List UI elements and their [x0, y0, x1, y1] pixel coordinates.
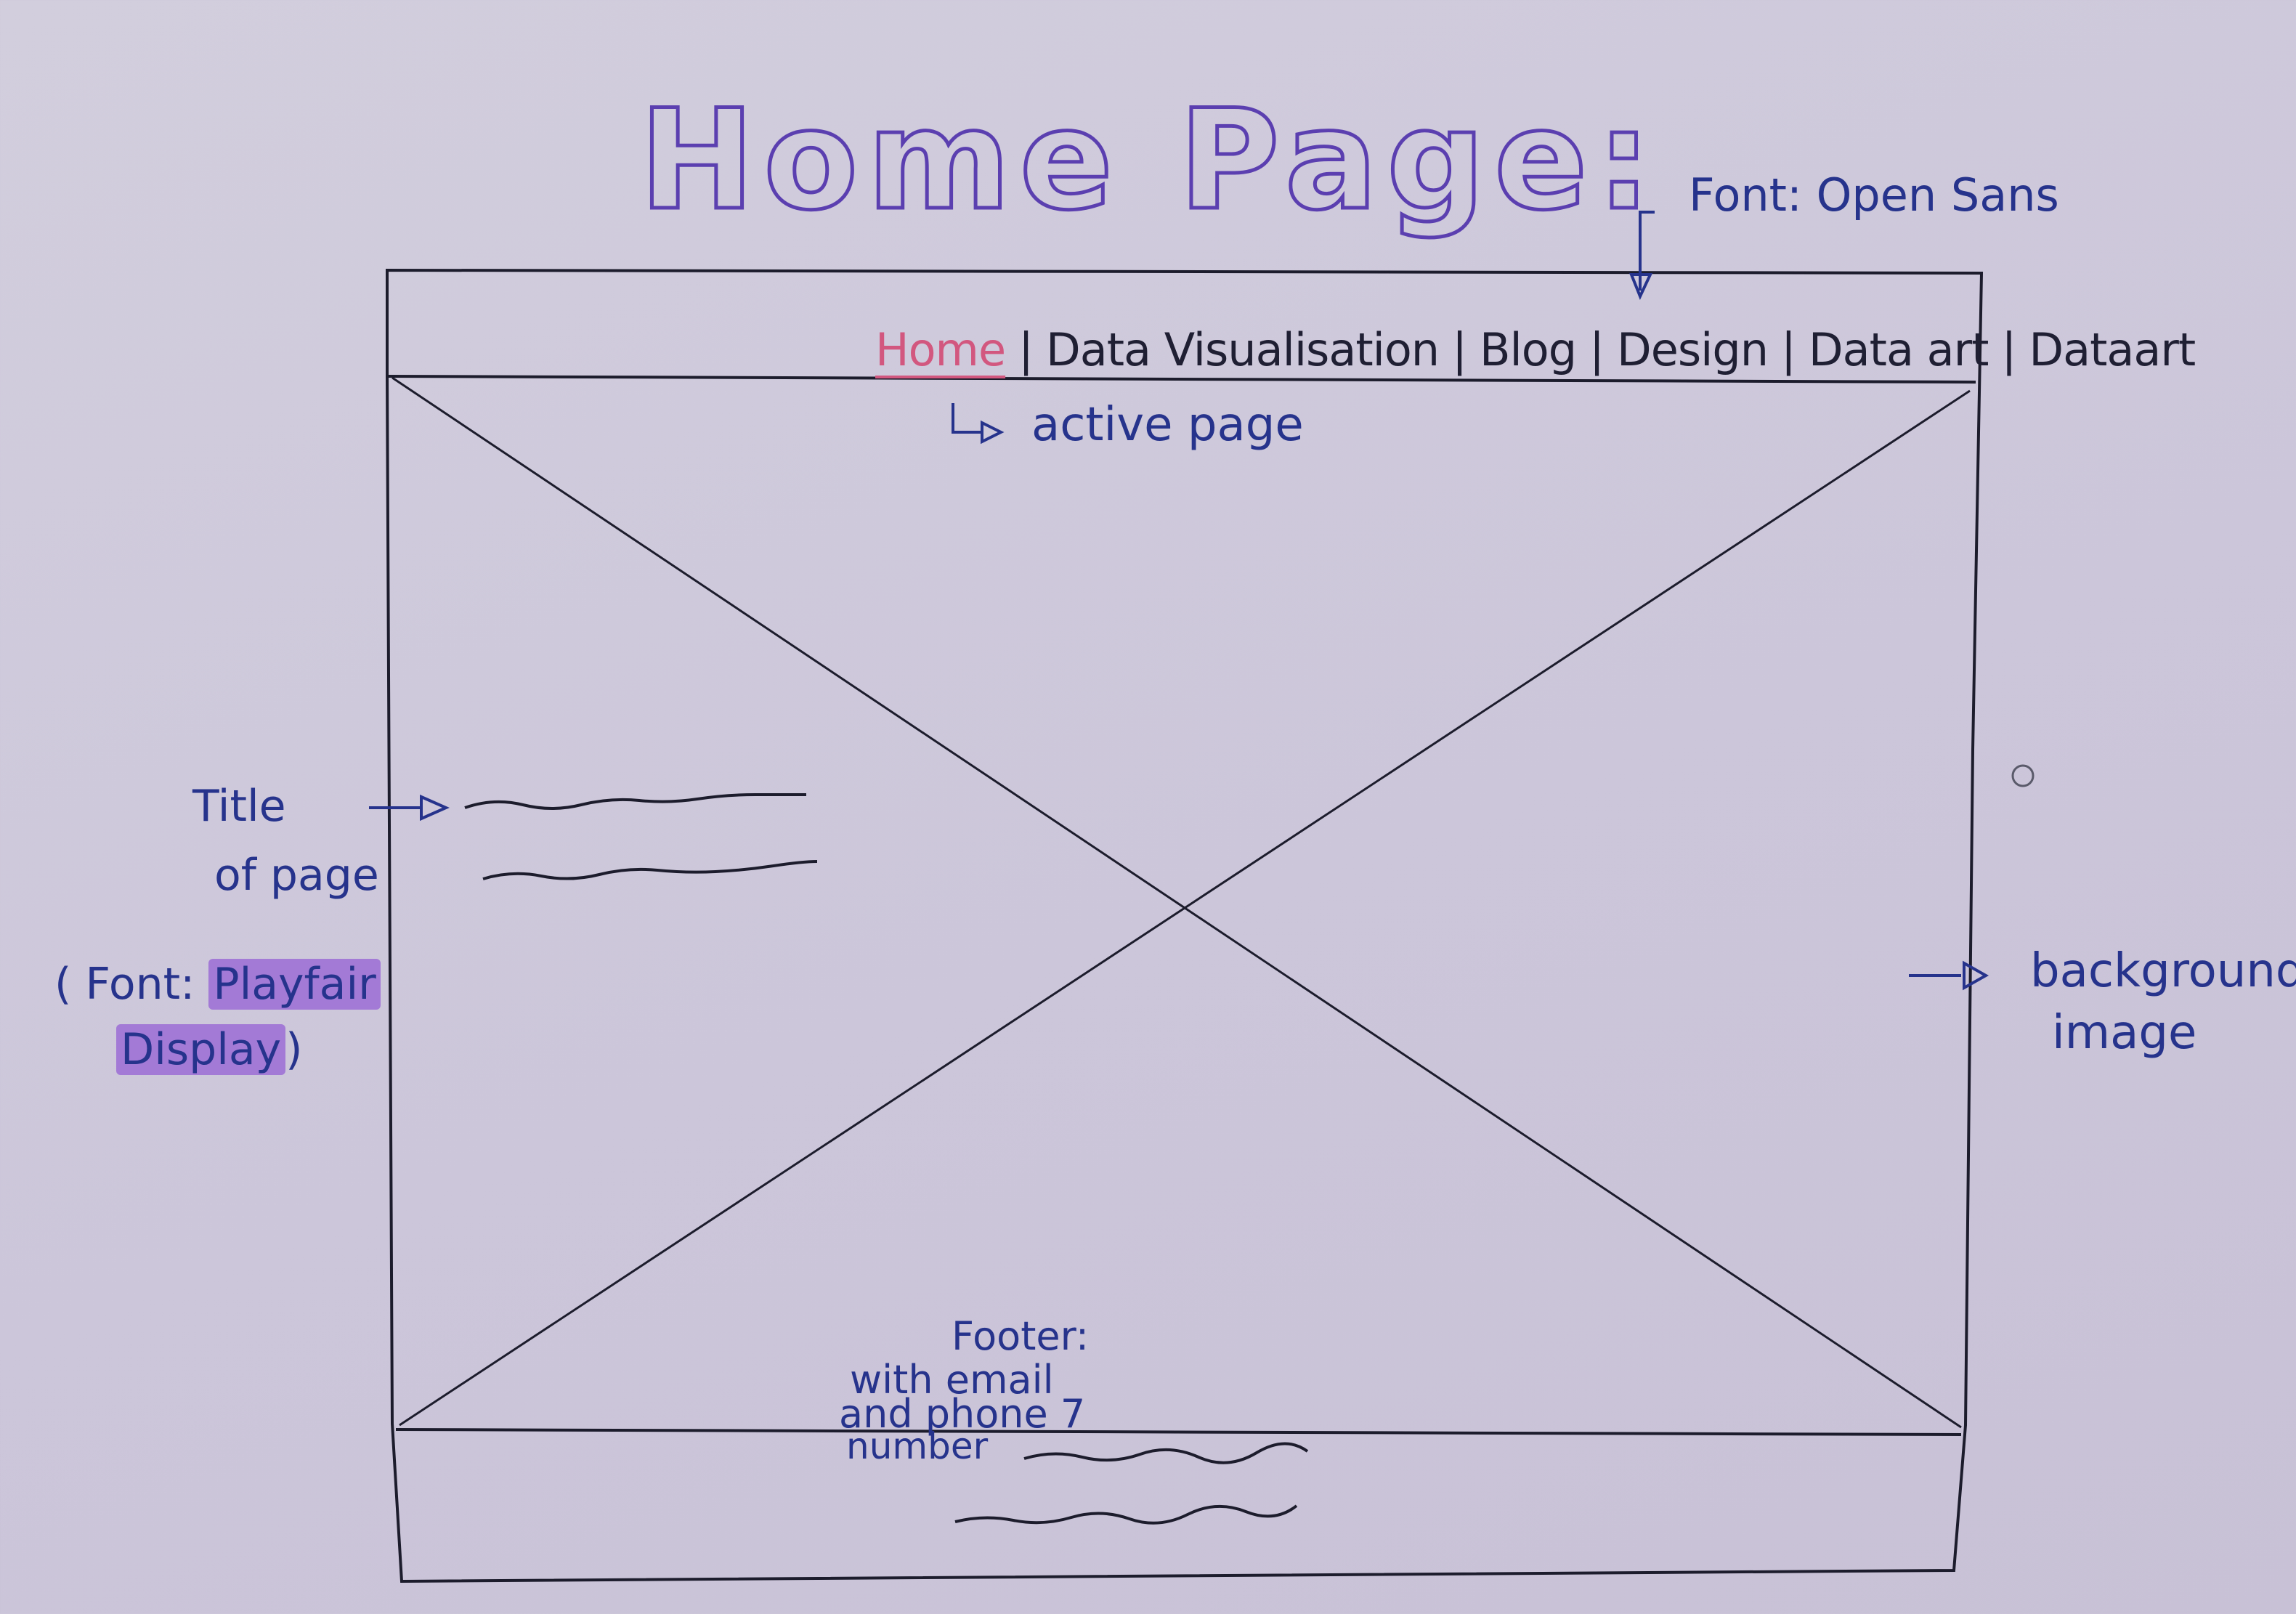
placeholder-text-scribble [954, 1504, 1298, 1525]
title-font-suffix: ) [285, 1024, 303, 1075]
active-page-note: active page [1031, 398, 1304, 452]
background-image-note-line1: background [2030, 944, 2296, 998]
nav-font-note: Font: Open Sans [1689, 169, 2059, 222]
image-placeholder-cross-1 [392, 376, 1962, 1429]
title-font-highlight: Display [116, 1024, 286, 1075]
placeholder-text-scribble [464, 792, 806, 810]
arrow-icon [369, 794, 450, 822]
title-font-prefix: ( Font: [54, 959, 195, 1010]
image-placeholder-cross-2 [399, 389, 1971, 1427]
nav-item-data-art[interactable]: Data art [1808, 323, 1989, 376]
nav-separator: | [1589, 323, 1605, 376]
wireframe-frame [386, 268, 1984, 1583]
title-font-note-line2: Display) [116, 1024, 303, 1075]
nav-item-data-visualisation[interactable]: Data Visualisation [1045, 323, 1440, 376]
nav-item-design[interactable]: Design [1616, 323, 1769, 376]
page-title: Home Page: [638, 78, 1660, 243]
nav-separator: | [1781, 323, 1796, 376]
pen-mark [2011, 764, 2035, 787]
footer-note-line4: number [846, 1425, 989, 1467]
nav-item-dataart[interactable]: Dataart [2029, 323, 2196, 376]
footer-note-line3: and phone 7 [839, 1391, 1086, 1437]
nav-bar: Home | Data Visualisation | Blog | Design | Data… [875, 323, 2196, 376]
title-font-highlight: Playfair [208, 959, 381, 1010]
nav-separator: | [2001, 323, 2016, 376]
title-of-page-note-line2: of page [214, 850, 379, 901]
header-divider [386, 375, 1976, 384]
nav-separator: | [1452, 323, 1467, 376]
title-font-note-line1: ( Font: Playfair [54, 959, 381, 1010]
footer-note-line2: with email [850, 1357, 1054, 1403]
arrow-icon [1629, 211, 1655, 301]
arrow-icon [1909, 960, 1989, 991]
nav-separator: | [1018, 323, 1034, 376]
placeholder-text-scribble [482, 860, 818, 880]
footer-note-line1: Footer: [952, 1313, 1090, 1359]
nav-item-home[interactable]: Home [875, 323, 1006, 376]
background-image-note-line2: image [2052, 1006, 2197, 1060]
nav-item-blog[interactable]: Blog [1480, 323, 1577, 376]
title-of-page-note-line1: Title [192, 781, 286, 832]
placeholder-text-scribble [1023, 1442, 1309, 1464]
footer-divider [395, 1428, 1962, 1436]
arrow-icon [952, 403, 1005, 445]
